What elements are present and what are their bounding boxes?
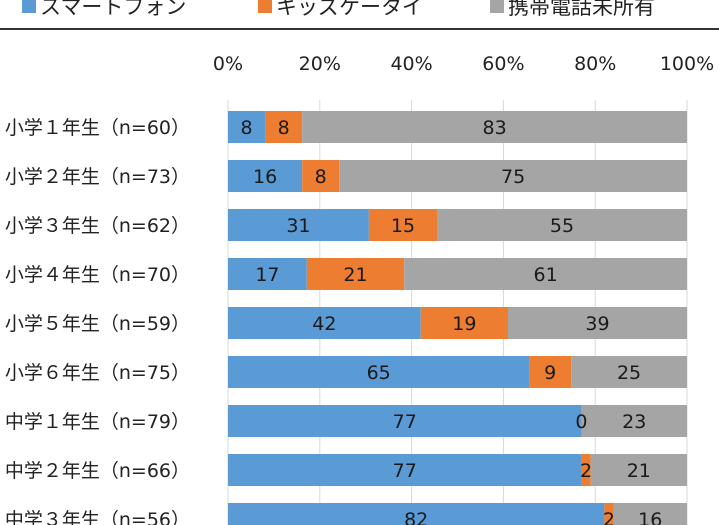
- data-label: 23: [622, 411, 646, 433]
- bar-segment-series-2: [437, 209, 687, 241]
- legend-label-kids-phone: キッズケータイ: [276, 0, 423, 19]
- x-tick-label: 60%: [482, 53, 524, 75]
- bar-segment-series-0: [228, 454, 582, 486]
- x-tick-label: 40%: [390, 53, 432, 75]
- legend-swatch-kids-phone: [258, 0, 272, 13]
- data-label: 2: [603, 509, 615, 525]
- category-label: 中学２年生（n=66）: [5, 460, 190, 482]
- bar-segment-series-2: [571, 356, 687, 388]
- bars: [228, 111, 687, 525]
- bar-segment-series-2: [339, 160, 687, 192]
- data-label: 61: [533, 264, 557, 286]
- bar-segment-series-1: [529, 356, 572, 388]
- category-label: 中学１年生（n=79）: [5, 411, 190, 433]
- data-label: 82: [404, 509, 428, 525]
- x-tick-label: 0%: [213, 53, 243, 75]
- x-axis-ticks: 0% 20% 40% 60% 80% 100%: [213, 53, 714, 75]
- data-label: 83: [482, 117, 506, 139]
- bar-segment-series-0: [228, 111, 266, 143]
- legend-label-no-phone: 携帯電話未所有: [508, 0, 655, 19]
- data-label: 17: [255, 264, 279, 286]
- bar-segment-series-1: [306, 258, 405, 290]
- bar-segment-series-2: [404, 258, 687, 290]
- legend-swatch-smartphone: [22, 0, 36, 13]
- data-label: 25: [617, 362, 641, 384]
- data-label: 8: [315, 166, 327, 188]
- category-labels: 小学１年生（n=60） 小学２年生（n=73） 小学３年生（n=62） 小学４年生（n…: [5, 117, 190, 525]
- bar-segment-series-0: [228, 356, 530, 388]
- legend-swatch-no-phone: [490, 0, 504, 13]
- x-tick-label: 100%: [660, 53, 714, 75]
- data-label: 21: [343, 264, 367, 286]
- data-label: 21: [627, 460, 651, 482]
- bar-segment-series-0: [228, 307, 421, 339]
- data-label: 39: [585, 313, 609, 335]
- data-labels: 8 8 83 16 8 75 31 15 55 17 21 61 42 19 39 65 9 25 77 0 23 77 2…: [240, 117, 662, 525]
- bar-segment-series-0: [228, 503, 605, 525]
- data-label: 31: [286, 215, 310, 237]
- category-label: 小学５年生（n=59）: [5, 313, 190, 335]
- data-label: 16: [638, 509, 662, 525]
- bar-segment-series-1: [420, 307, 508, 339]
- bar-segment-series-1: [581, 454, 591, 486]
- bar-segment-series-0: [228, 160, 303, 192]
- data-label: 55: [550, 215, 574, 237]
- data-label: 9: [544, 362, 556, 384]
- bar-segment-series-0: [228, 258, 307, 290]
- category-label: 小学４年生（n=70）: [5, 264, 190, 286]
- data-label: 65: [367, 362, 391, 384]
- data-label: 75: [501, 166, 525, 188]
- data-label: 15: [391, 215, 415, 237]
- legend-item-smartphone: スマートフォン: [22, 0, 186, 21]
- category-label: 小学１年生（n=60）: [5, 117, 190, 139]
- x-tick-label: 80%: [574, 53, 616, 75]
- legend: スマートフォン キッズケータイ 携帯電話未所有: [0, 0, 719, 21]
- bar-segment-series-1: [302, 160, 340, 192]
- legend-item-kids-phone: キッズケータイ: [258, 0, 423, 21]
- data-label: 19: [452, 313, 476, 335]
- bar-segment-series-2: [590, 454, 687, 486]
- x-tick-label: 20%: [299, 53, 341, 75]
- bar-segment-series-1: [265, 111, 303, 143]
- data-label: 42: [312, 313, 336, 335]
- top-divider: [0, 28, 719, 30]
- data-label: 16: [253, 166, 277, 188]
- category-label: 中学３年生（n=56）: [5, 509, 190, 525]
- data-label: 2: [580, 460, 592, 482]
- bar-segment-series-1: [368, 209, 438, 241]
- category-label: 小学６年生（n=75）: [5, 362, 190, 384]
- data-label: 8: [278, 117, 290, 139]
- bar-segment-series-2: [581, 405, 687, 437]
- category-label: 小学３年生（n=62）: [5, 215, 190, 237]
- bar-segment-series-2: [507, 307, 687, 339]
- data-label: 77: [393, 411, 417, 433]
- legend-item-no-phone: 携帯電話未所有: [490, 0, 655, 21]
- legend-label-smartphone: スマートフォン: [40, 0, 187, 19]
- data-label: 8: [240, 117, 252, 139]
- bar-segment-series-0: [228, 209, 369, 241]
- bar-segment-series-0: [228, 405, 582, 437]
- bar-segment-series-2: [302, 111, 687, 143]
- bar-segment-series-1: [604, 503, 614, 525]
- bar-segment-series-2: [613, 503, 687, 525]
- data-label: 0: [575, 411, 587, 433]
- data-label: 77: [393, 460, 417, 482]
- category-label: 小学２年生（n=73）: [5, 166, 190, 188]
